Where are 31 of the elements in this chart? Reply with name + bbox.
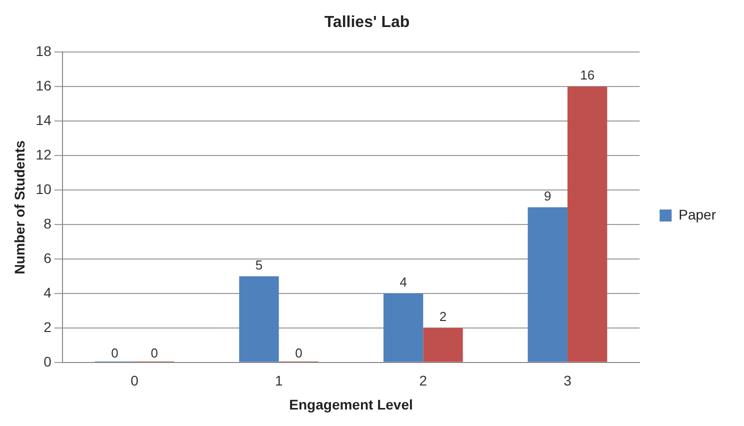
data-label: 0 bbox=[295, 345, 302, 360]
y-tick-label: 2 bbox=[44, 318, 52, 335]
data-label: 0 bbox=[150, 345, 158, 360]
y-tick-label: 4 bbox=[44, 284, 52, 300]
x-axis-title: Engagement Level bbox=[289, 396, 413, 412]
y-tick-label: 18 bbox=[36, 43, 52, 60]
y-tick-label: 6 bbox=[44, 250, 52, 266]
y-axis-title: Number of Students bbox=[11, 140, 28, 274]
bar bbox=[567, 86, 608, 362]
y-tick-label: 8 bbox=[44, 215, 52, 232]
legend-label: Paper bbox=[678, 206, 716, 222]
y-tick-label: 16 bbox=[36, 78, 52, 94]
y-tick-label: 10 bbox=[36, 180, 52, 197]
x-tick-label: 1 bbox=[274, 372, 283, 389]
x-tick-label: 3 bbox=[564, 372, 572, 389]
y-tick-label: 0 bbox=[44, 353, 52, 370]
data-label: 4 bbox=[400, 274, 407, 290]
y-tick-label: 14 bbox=[36, 112, 52, 128]
bar bbox=[383, 293, 424, 362]
x-tick-label: 2 bbox=[419, 372, 428, 389]
data-label: 5 bbox=[255, 257, 263, 272]
x-tick-label: 0 bbox=[130, 372, 139, 389]
bar bbox=[528, 207, 568, 362]
data-label: 16 bbox=[580, 68, 595, 83]
y-tick-label: 12 bbox=[36, 146, 52, 162]
data-label: 9 bbox=[544, 188, 552, 204]
data-label: 0 bbox=[111, 345, 118, 360]
data-label: 2 bbox=[439, 309, 447, 324]
bar bbox=[239, 276, 279, 362]
chart-title: Tallies' Lab bbox=[324, 14, 410, 32]
bar bbox=[423, 328, 463, 362]
